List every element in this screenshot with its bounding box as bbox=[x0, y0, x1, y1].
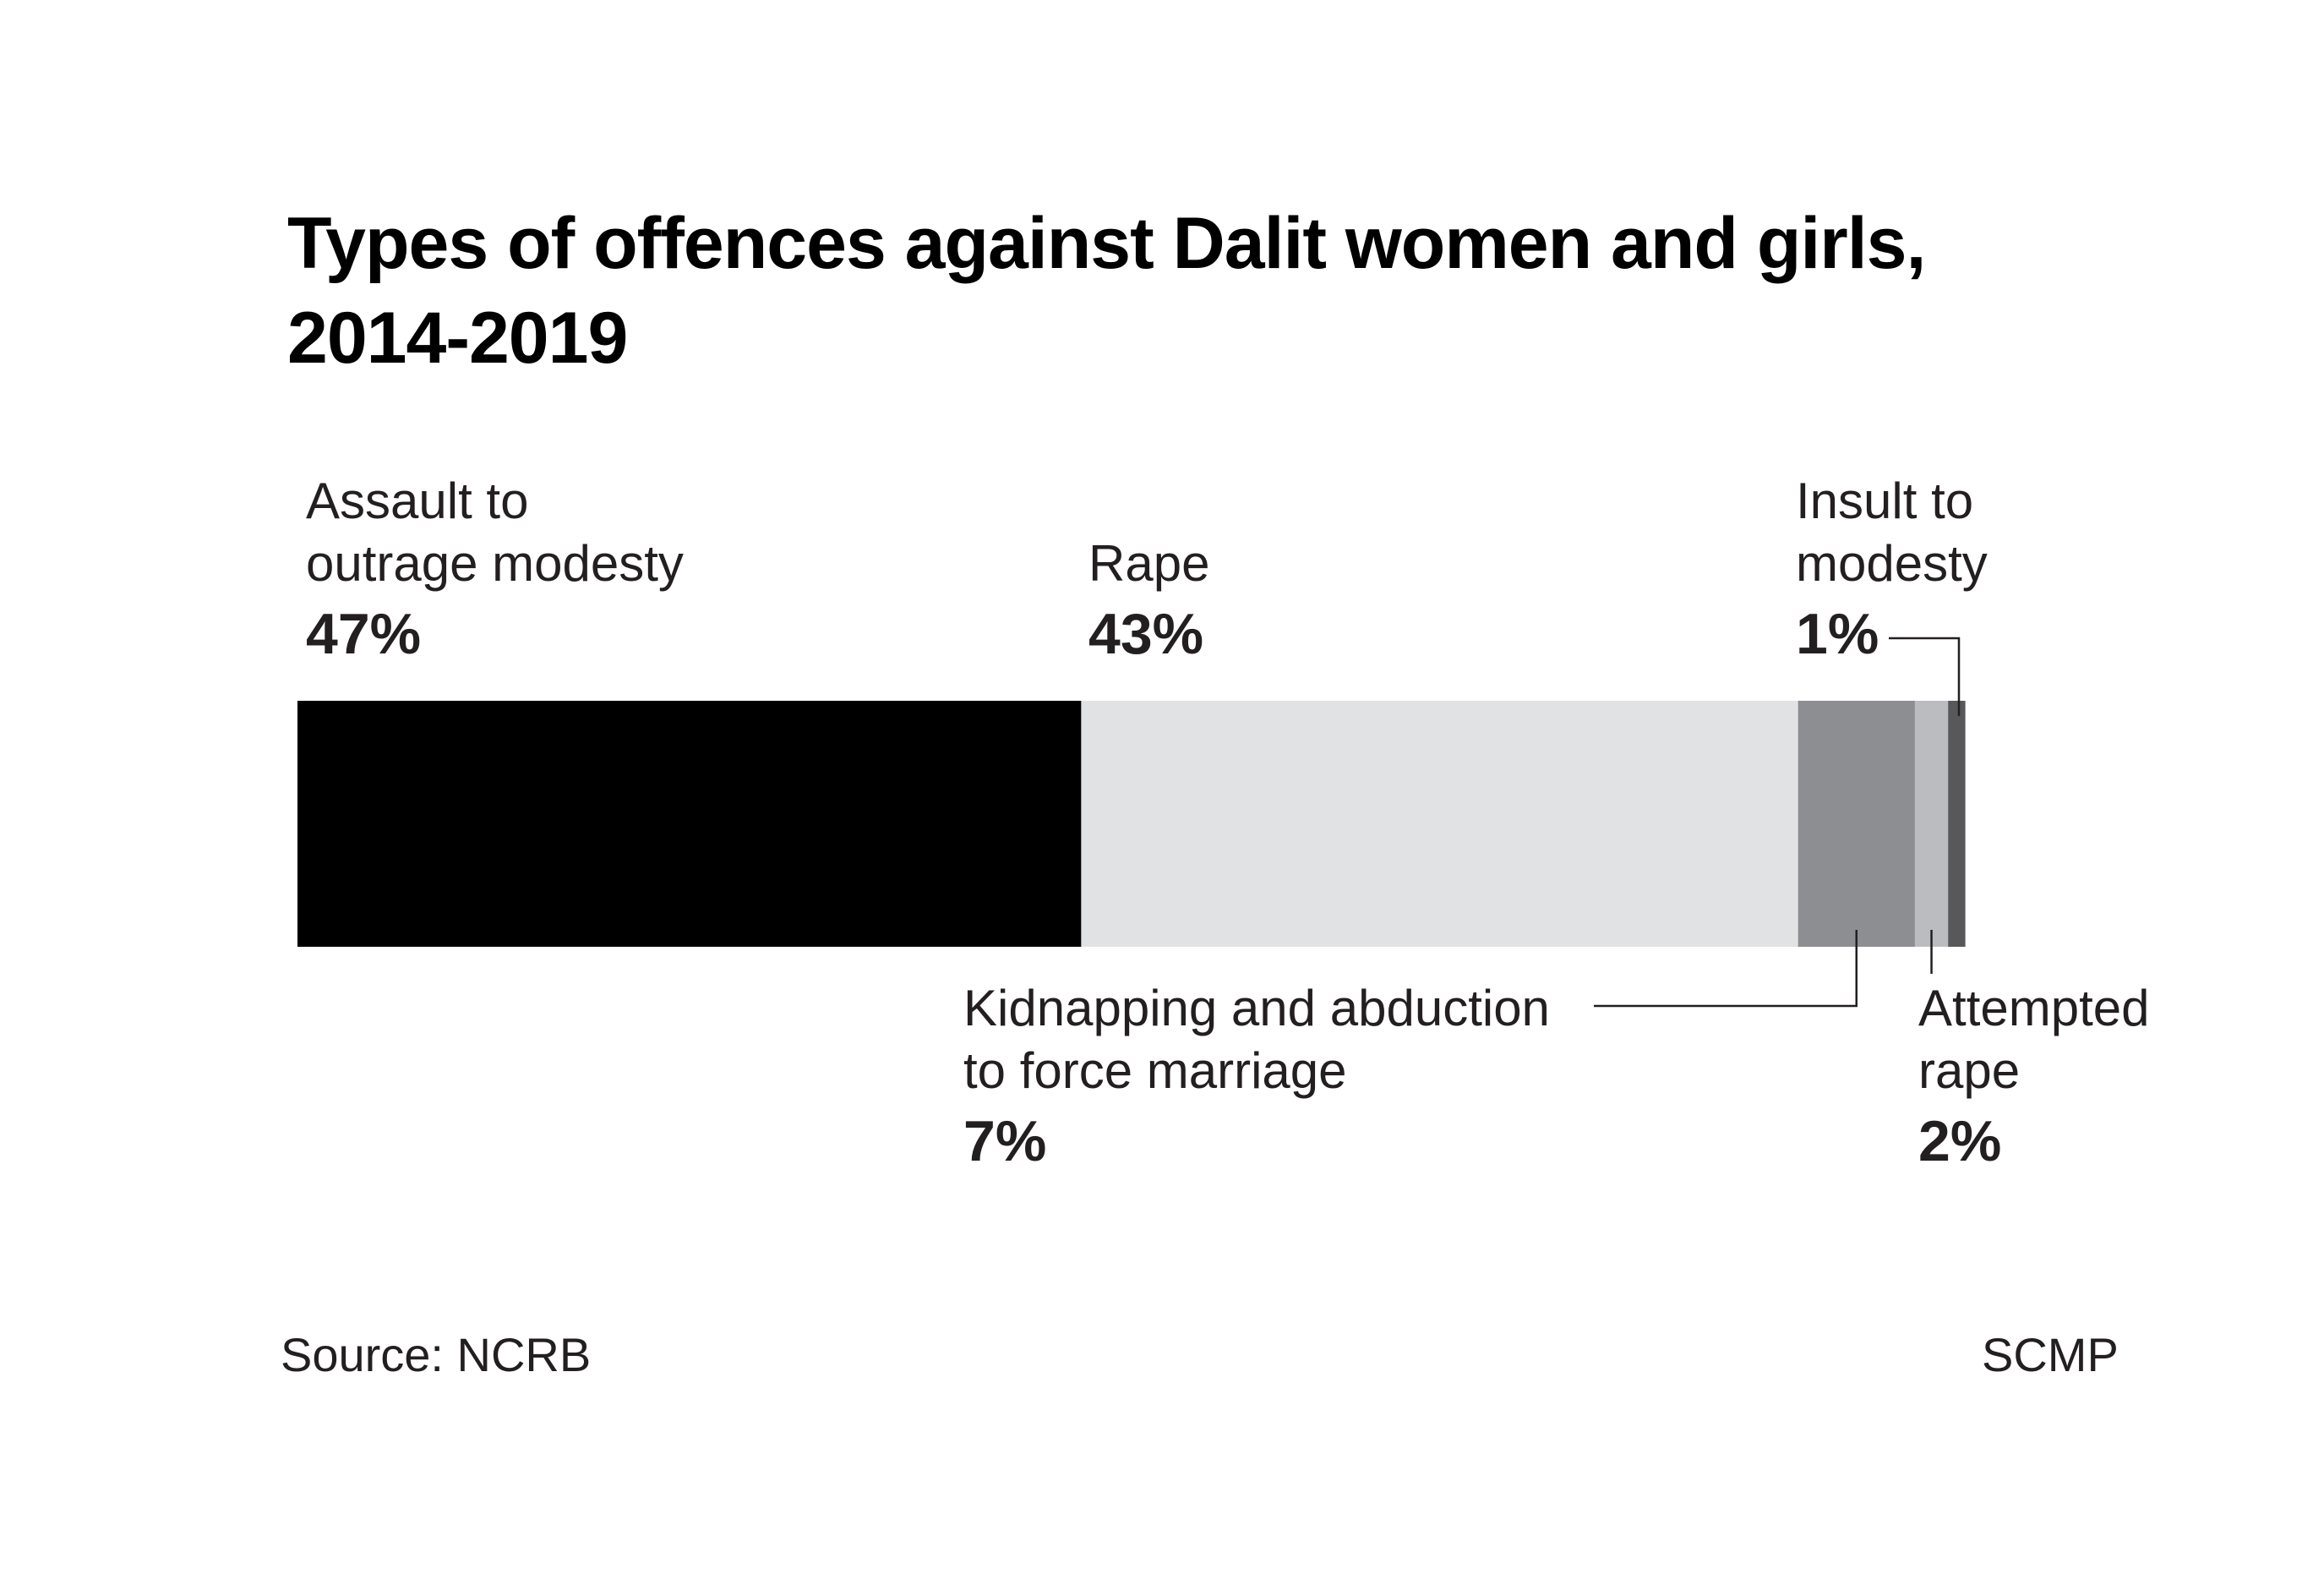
label-insult-to-modesty: Insult to modesty 1% bbox=[1796, 470, 1988, 673]
label-name-line: Insult to bbox=[1796, 473, 1974, 529]
label-name-line: Attempted bbox=[1918, 980, 2150, 1036]
label-name-line: modesty bbox=[1796, 535, 1988, 592]
label-value: 7% bbox=[963, 1109, 1047, 1173]
label-name-line: Rape bbox=[1088, 535, 1210, 592]
chart-title: Types of offences against Dalit women an… bbox=[287, 196, 2062, 385]
bar-segment-3 bbox=[1914, 701, 1949, 947]
label-name-line: rape bbox=[1918, 1042, 2021, 1099]
chart-title-line-1: Types of offences against Dalit women an… bbox=[287, 203, 1926, 284]
source-note: Source: NCRB bbox=[281, 1328, 592, 1381]
leader-line-insult-to-modesty bbox=[1889, 637, 1961, 716]
bar-segment-2 bbox=[1798, 701, 1916, 947]
bar-segment-0 bbox=[297, 701, 1082, 947]
bar-segment-4 bbox=[1948, 701, 1966, 947]
label-kidnapping-and-abduction: Kidnapping and abduction to force marria… bbox=[963, 977, 1550, 1180]
label-name-line: Kidnapping and abduction bbox=[963, 980, 1550, 1036]
label-rape: Rape 43% bbox=[1088, 533, 1209, 673]
label-name-line: Assault to bbox=[306, 473, 529, 529]
credit-note: SCMP bbox=[1982, 1328, 2119, 1381]
label-value: 47% bbox=[306, 602, 422, 666]
bar-segment-1 bbox=[1081, 701, 1799, 947]
label-value: 1% bbox=[1796, 602, 1879, 666]
label-value: 2% bbox=[1918, 1109, 2002, 1173]
chart-title-line-2: 2014-2019 bbox=[287, 298, 628, 379]
label-attempted-rape: Attempted rape 2% bbox=[1918, 977, 2150, 1180]
label-name-line: to force marriage bbox=[963, 1042, 1347, 1099]
label-assault-to-outrage-modesty: Assault to outrage modesty 47% bbox=[306, 470, 684, 673]
label-value: 43% bbox=[1088, 602, 1204, 666]
label-name-line: outrage modesty bbox=[306, 535, 684, 592]
leader-line-kidnapping bbox=[1594, 930, 1858, 1008]
